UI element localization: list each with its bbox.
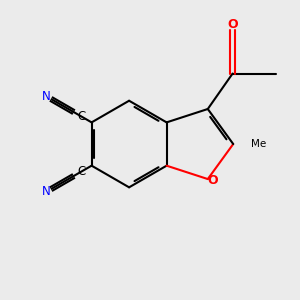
Text: N: N <box>42 185 50 199</box>
Text: Me: Me <box>251 139 266 149</box>
Text: N: N <box>42 90 50 103</box>
Text: O: O <box>208 174 218 187</box>
Text: O: O <box>227 18 238 32</box>
Text: C: C <box>78 165 86 178</box>
Text: C: C <box>78 110 86 123</box>
